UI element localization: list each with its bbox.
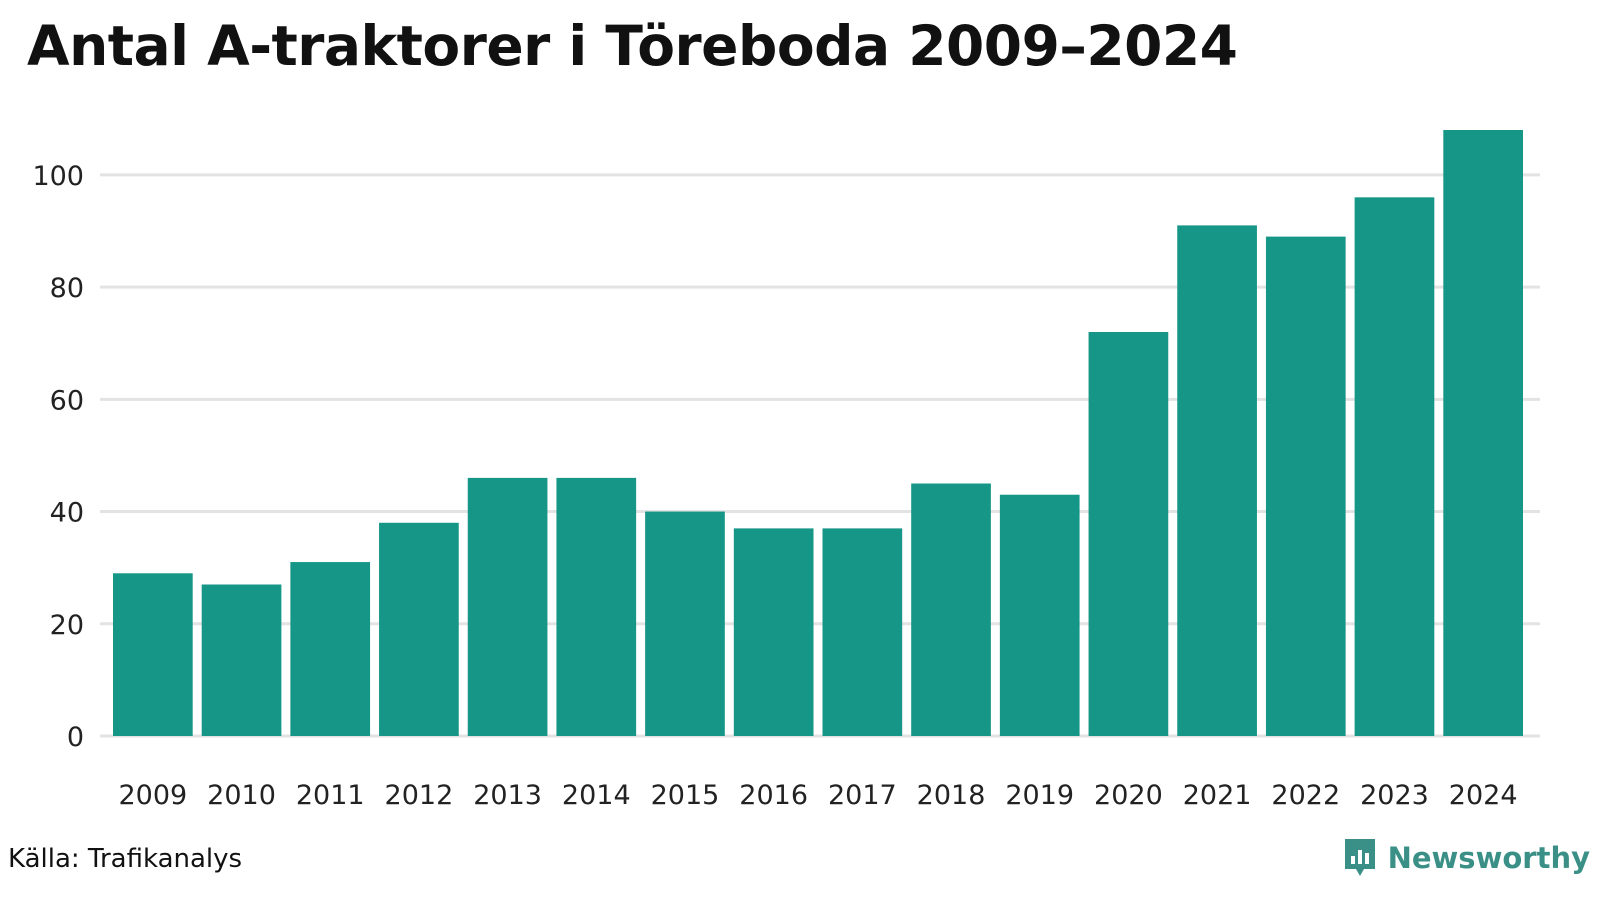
brand-name: Newsworthy: [1387, 841, 1590, 875]
y-tick-label: 80: [50, 273, 84, 304]
bar-2017: [822, 528, 903, 736]
bar-2021: [1177, 225, 1257, 736]
y-tick-label: 100: [32, 161, 84, 192]
y-tick-label: 0: [67, 722, 84, 753]
chart-title: Antal A-traktorer i Töreboda 2009–2024: [27, 14, 1238, 78]
brand-logo: Newsworthy: [1342, 836, 1590, 880]
x-tick-label: 2023: [1360, 780, 1429, 811]
bar-chart-logo-icon: [1344, 839, 1375, 876]
y-tick-label: 60: [50, 385, 84, 416]
bar-2016: [733, 528, 814, 736]
bar-2022: [1265, 236, 1346, 736]
x-tick-label: 2024: [1449, 780, 1518, 811]
x-tick-label: 2016: [739, 780, 808, 811]
x-tick-label: 2009: [118, 780, 187, 811]
bar-2014: [556, 477, 637, 736]
bar-2020: [1088, 332, 1169, 736]
x-tick-label: 2021: [1183, 780, 1252, 811]
x-tick-label: 2019: [1005, 780, 1074, 811]
bar-2024: [1443, 130, 1523, 736]
bar-2013: [467, 477, 548, 736]
bar-2012: [379, 522, 459, 736]
x-tick-label: 2011: [296, 780, 365, 811]
x-tick-label: 2022: [1271, 780, 1340, 811]
bar-2015: [645, 511, 725, 736]
x-tick-label: 2018: [917, 780, 986, 811]
x-tick-label: 2015: [651, 780, 720, 811]
bar-2011: [290, 562, 371, 736]
bar-2023: [1354, 197, 1435, 737]
x-tick-label: 2017: [828, 780, 897, 811]
bar-chart: 0 20 40 60 80 100 2009 2010 2011 2012 2013 2014 201…: [32, 130, 1540, 811]
x-tick-label: 2014: [562, 780, 631, 811]
bar-2019: [999, 494, 1080, 736]
y-tick-label: 20: [50, 610, 84, 641]
x-tick-label: 2013: [473, 780, 542, 811]
bar-2010: [201, 584, 282, 736]
x-tick-label: 2020: [1094, 780, 1163, 811]
x-tick-label: 2010: [207, 780, 276, 811]
y-axis-ticks: 0 20 40 60 80 100: [32, 161, 84, 753]
bar-2018: [911, 483, 991, 736]
x-tick-label: 2012: [385, 780, 454, 811]
y-tick-label: 40: [50, 498, 84, 529]
x-axis-ticks: 2009 2010 2011 2012 2013 2014 2015 2016 2017 2018…: [118, 780, 1517, 811]
bars: [113, 130, 1523, 737]
bar-2009: [113, 573, 193, 736]
source-note: Källa: Trafikanalys: [8, 844, 243, 874]
